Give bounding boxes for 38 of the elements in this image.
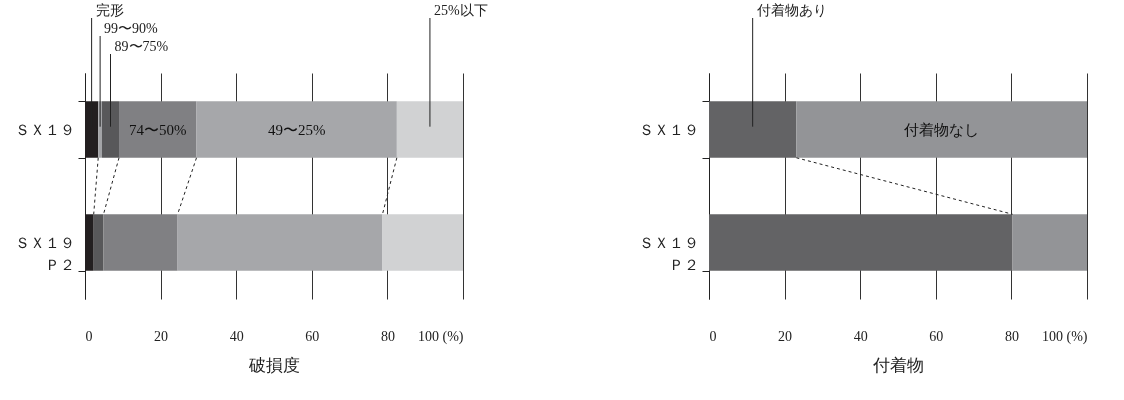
text: 89〜75% [114,39,169,54]
text: 付着物あり [755,3,827,18]
x-tick-label: 80 [380,328,395,344]
bar [396,101,463,158]
text: 完形 [95,3,124,18]
x-tick-label: 40 [853,328,868,344]
bar [103,214,178,271]
x-tick-label: 0 [85,328,93,344]
x-tick-label: 60 [305,328,320,344]
text: 25%以下 [433,3,488,18]
bar [709,101,797,158]
x-tick-label: 20 [778,328,793,344]
bar [709,214,1013,271]
x-axis-title: 付着物 [872,355,924,375]
y-tick-label: ＳＸ１９ [14,122,75,138]
x-tick-label: 100 (%) [418,328,464,345]
x-tick-label: 100 (%) [1042,328,1088,345]
bar [796,101,1087,158]
bar [177,214,383,271]
bar [1012,214,1087,271]
x-tick-label: 0 [709,328,717,344]
x-tick-label: 60 [929,328,944,344]
bar [119,101,197,158]
x-tick-label: 80 [1004,328,1019,344]
y-tick-label: ＳＸ１９Ｐ２ [14,235,75,273]
text: 99〜90% [104,21,159,36]
y-tick-label: ＳＸ１９Ｐ２ [638,235,699,273]
x-tick-label: 40 [229,328,244,344]
bar [196,101,397,158]
bar [102,101,120,158]
series-label: 74〜50% [129,121,187,138]
bar [93,214,104,271]
series-label: 49〜25% [267,121,326,138]
series-label: 付着物なし [903,121,980,138]
x-tick-label: 20 [154,328,169,344]
bar [382,214,463,271]
x-axis-title: 破損度 [248,355,300,375]
y-tick-label: ＳＸ１９ [638,122,699,138]
